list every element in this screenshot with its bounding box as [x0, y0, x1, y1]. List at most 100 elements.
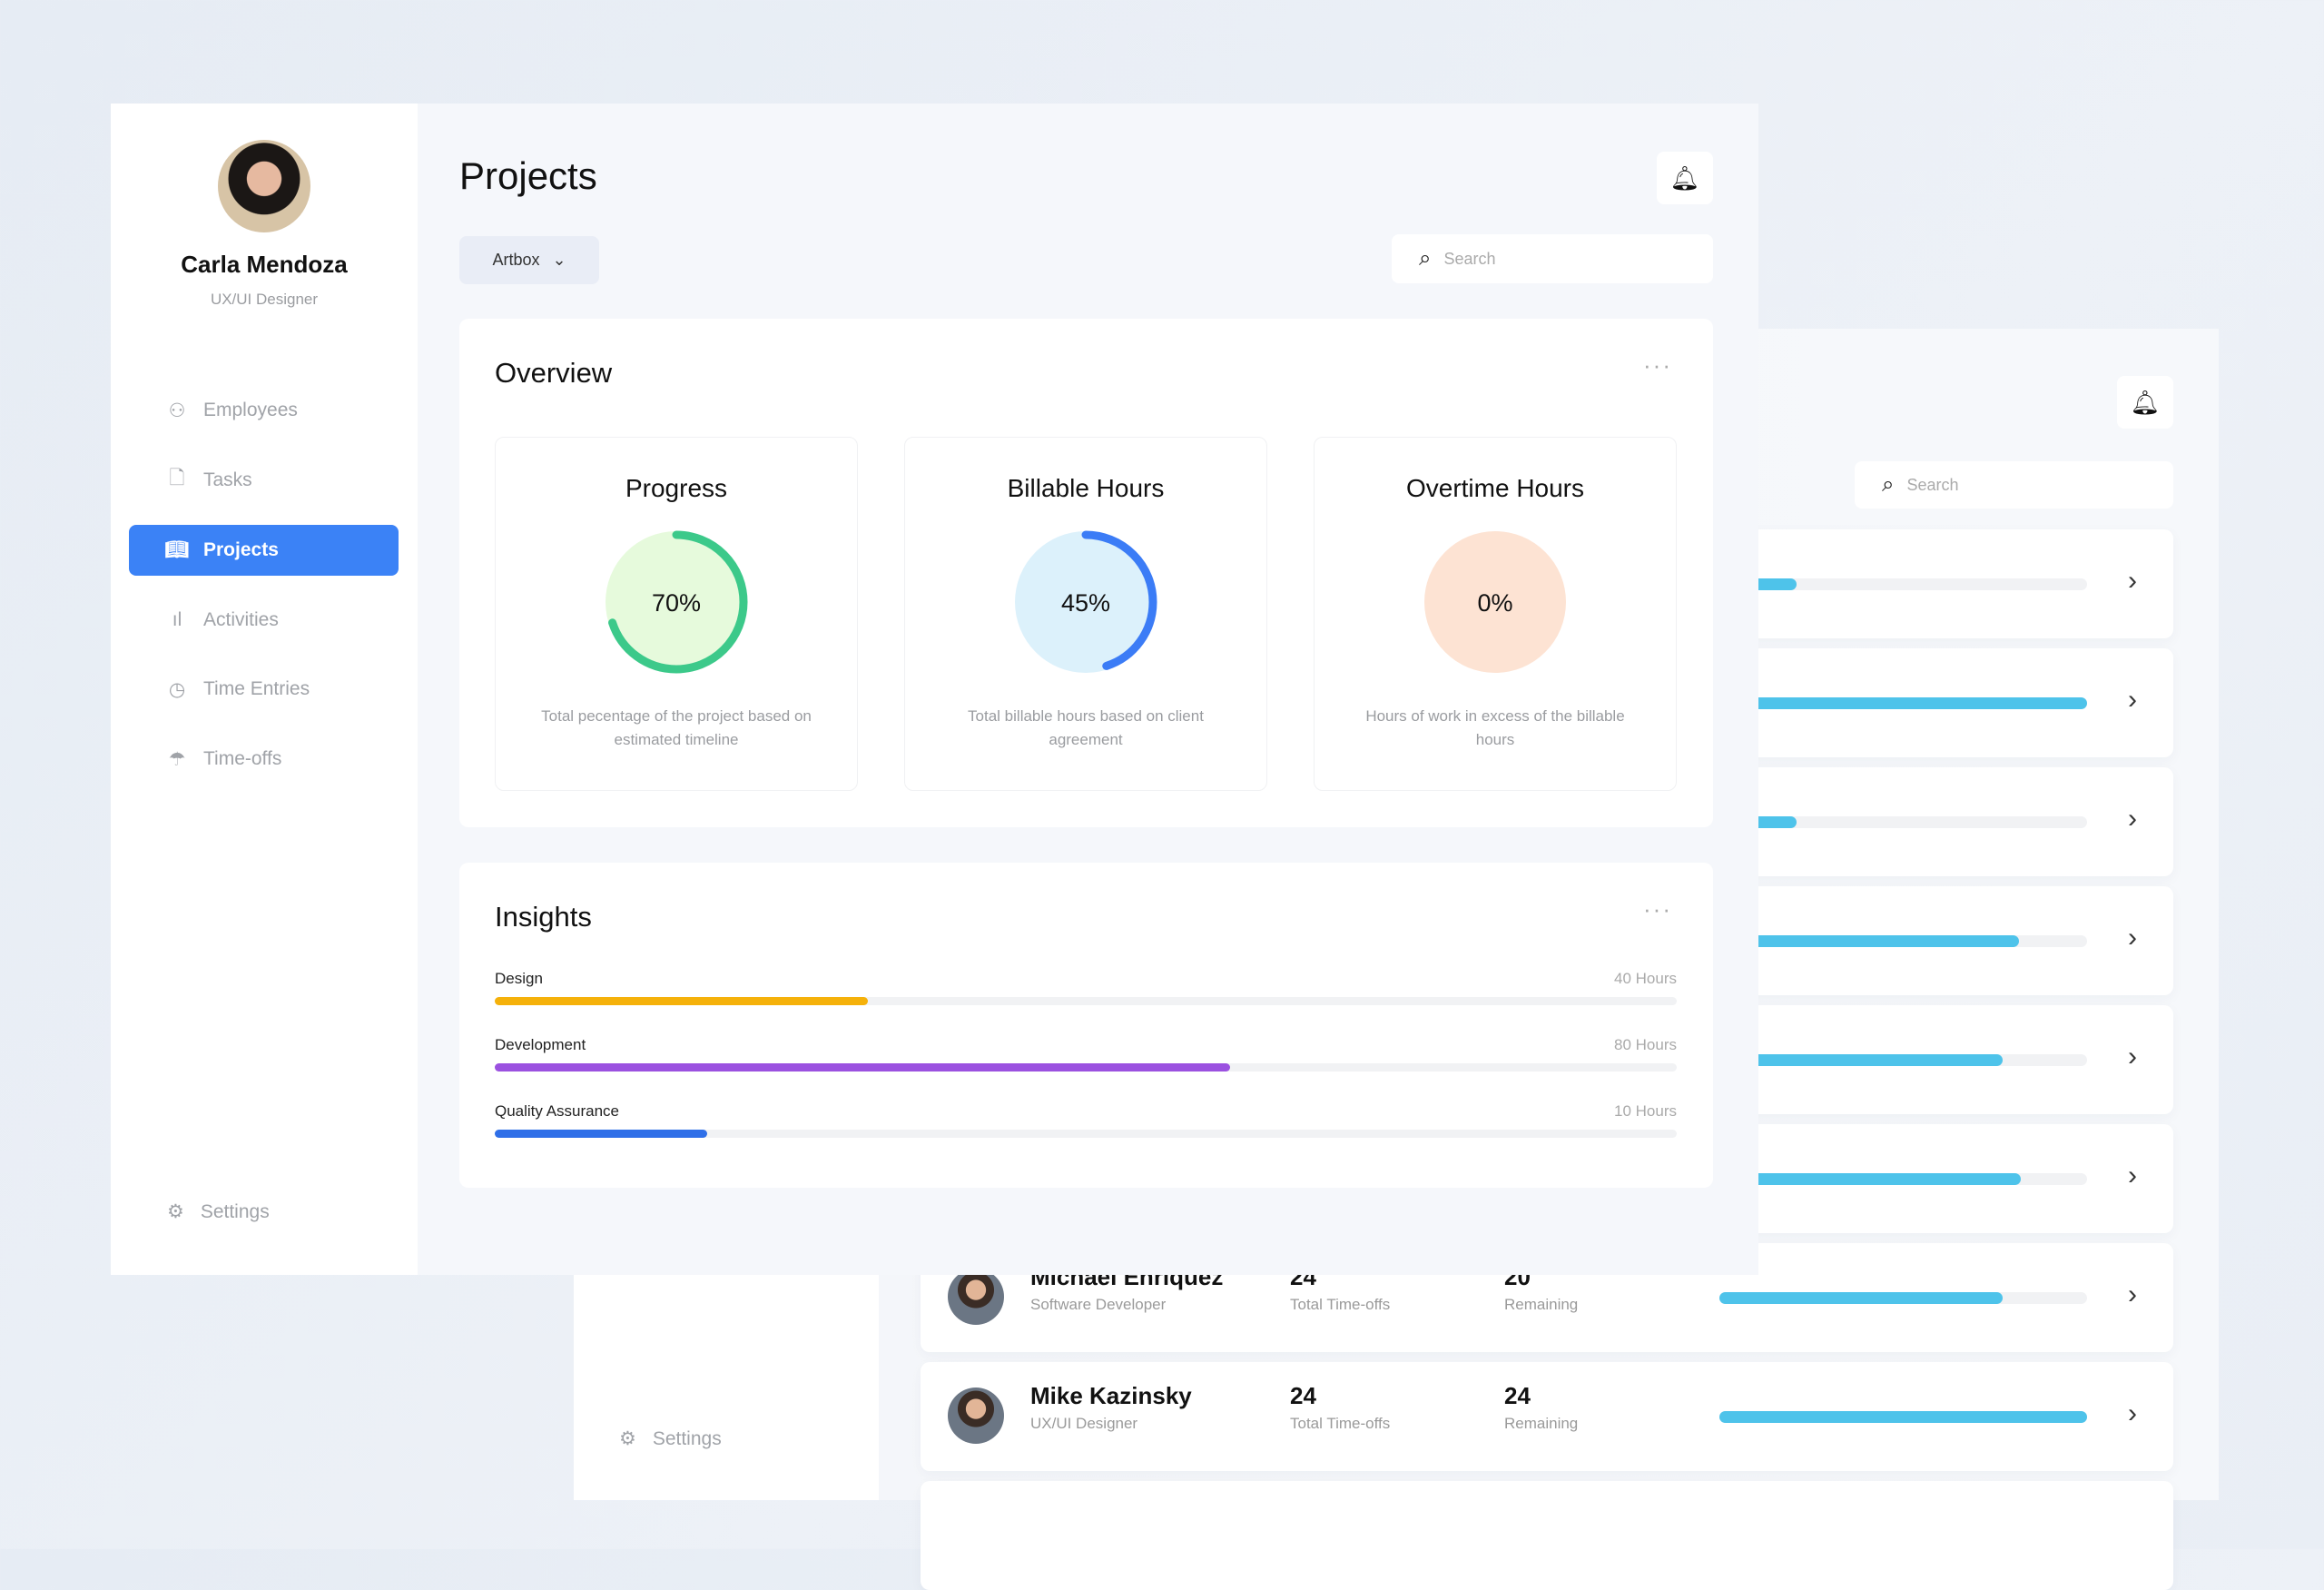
back-notification-button[interactable]: 🔔︎: [2117, 376, 2173, 429]
avatar: [948, 1388, 1004, 1444]
bar-chart-icon: ıl: [172, 609, 182, 630]
donut-value: 45%: [1061, 589, 1110, 617]
clock-icon: ◷: [168, 678, 186, 700]
donut-value: 0%: [1477, 589, 1512, 617]
remaining: 24: [1504, 1382, 1531, 1409]
donut-value: 70%: [652, 589, 701, 617]
sidebar: Carla Mendoza UX/UI Designer ⚇ Employees 🗋…: [111, 104, 418, 1275]
sidebar-item-employees[interactable]: ⚇ Employees: [168, 400, 298, 421]
stat-title: Overtime Hours: [1405, 474, 1585, 502]
overview-card: Overview ··· Progress 70% Total pecentage …: [459, 319, 1713, 827]
insight-row: Development 80 Hours: [495, 1036, 1677, 1072]
chevron-right-icon[interactable]: ›: [2128, 1042, 2137, 1072]
donut-chart: 70%: [605, 530, 748, 674]
donut-chart: 45%: [1014, 530, 1157, 674]
more-options-icon[interactable]: ···: [1643, 895, 1672, 923]
more-options-icon[interactable]: ···: [1643, 351, 1672, 379]
insight-track: [495, 1130, 1677, 1138]
stat-title: Billable Hours: [1007, 474, 1165, 502]
user-role: UX/UI Designer: [210, 291, 319, 308]
chevron-right-icon[interactable]: ›: [2128, 804, 2137, 834]
insight-row: Design 40 Hours: [495, 970, 1677, 1005]
timeoff-progress: [1719, 1173, 2087, 1185]
search-icon: ⌕: [1419, 246, 1432, 271]
sidebar-item-time-entries[interactable]: ◷ Time Entries: [168, 678, 310, 700]
chevron-right-icon[interactable]: ›: [2128, 923, 2137, 953]
sidebar-item-tasks[interactable]: 🗋︎ Tasks: [129, 455, 399, 506]
back-settings[interactable]: ⚙ Settings: [619, 1427, 722, 1450]
stat-title: Progress: [625, 474, 728, 502]
stat-description: Hours of work in excess of the billable …: [1365, 707, 1625, 748]
timeoff-progress: [1719, 816, 2087, 828]
donut-background: [606, 531, 747, 673]
timeoff-progress: [1719, 1292, 2087, 1304]
chevron-right-icon[interactable]: ›: [2128, 1398, 2137, 1428]
timeoff-progress: [1719, 578, 2087, 590]
donut-chart: 0%: [1424, 531, 1566, 673]
employee-role: UX/UI Designer: [1030, 1415, 1138, 1432]
search-icon: ⌕: [1882, 472, 1895, 497]
employee-name: Mike Kazinsky: [1030, 1382, 1192, 1409]
projects-window: Carla Mendoza UX/UI Designer ⚇ Employees 🗋…: [111, 104, 1758, 1275]
insight-fill: [495, 1063, 1230, 1072]
timeoff-progress: [1719, 697, 2087, 709]
insight-fill: [495, 997, 869, 1005]
gear-icon: ⚙: [619, 1428, 636, 1449]
insight-track: [495, 1063, 1677, 1072]
progress-fill: [1719, 1173, 2022, 1185]
book-icon: 📖︎: [164, 539, 190, 560]
sidebar-item-activities[interactable]: ıl Activities: [129, 595, 399, 646]
back-search-input[interactable]: ⌕ Search: [1855, 461, 2173, 509]
page-title: Projects: [459, 154, 597, 197]
insight-label: Development: [495, 1036, 586, 1053]
insight-hours: 40 Hours: [1614, 970, 1677, 987]
progress-fill: [1719, 1292, 2003, 1304]
bell-icon: 🔔︎: [1669, 163, 1700, 192]
donut-background: [1424, 531, 1566, 673]
users-icon: ⚇: [168, 400, 186, 421]
donut-arc: [605, 530, 748, 674]
stat-description: Total pecentage of the project based on …: [541, 707, 812, 748]
employee-row[interactable]: [921, 1481, 2173, 1590]
insight-label: Design: [495, 970, 543, 987]
bell-icon: 🔔︎: [2130, 388, 2161, 416]
insight-hours: 10 Hours: [1614, 1102, 1677, 1120]
employee-role: Software Developer: [1030, 1296, 1167, 1313]
insight-track: [495, 997, 1677, 1005]
insight-hours: 80 Hours: [1614, 1036, 1677, 1053]
search-input[interactable]: ⌕ Search: [1392, 234, 1713, 283]
total-timeoffs-label: Total Time-offs: [1290, 1296, 1391, 1313]
progress-fill: [1719, 1411, 2087, 1423]
chevron-down-icon: ⌄: [552, 251, 566, 269]
sidebar-item-time-offs[interactable]: ☂ Time-offs: [168, 748, 282, 770]
chevron-right-icon[interactable]: ›: [2128, 1160, 2137, 1190]
stat-card: Overtime Hours 0% Hours of work in excess …: [1314, 437, 1677, 791]
stat-card: Billable Hours 45% Total billable hours ba…: [904, 437, 1267, 791]
total-timeoffs-label: Total Time-offs: [1290, 1415, 1391, 1432]
remaining-label: Remaining: [1504, 1296, 1579, 1313]
settings-link[interactable]: ⚙ Settings: [167, 1200, 270, 1223]
avatar: [218, 140, 310, 232]
progress-fill: [1719, 1054, 2003, 1066]
project-select[interactable]: Artbox ⌄: [459, 236, 599, 284]
insight-label: Quality Assurance: [495, 1102, 620, 1120]
timeoff-progress: [1719, 935, 2087, 947]
avatar: [948, 1269, 1004, 1325]
gear-icon: ⚙: [167, 1201, 184, 1222]
insight-fill: [495, 1130, 708, 1138]
stat-card: Progress 70% Total pecentage of the projec…: [495, 437, 858, 791]
chevron-right-icon[interactable]: ›: [2128, 685, 2137, 715]
insight-row: Quality Assurance 10 Hours: [495, 1102, 1677, 1138]
chevron-right-icon[interactable]: ›: [2128, 566, 2137, 596]
notification-button[interactable]: 🔔︎: [1657, 152, 1713, 204]
overview-title: Overview: [495, 357, 613, 389]
user-name: Carla Mendoza: [181, 251, 348, 278]
timeoff-progress: [1719, 1054, 2087, 1066]
sidebar-item-projects[interactable]: 📖︎ Projects: [129, 525, 399, 576]
progress-fill: [1719, 935, 2020, 947]
employee-row[interactable]: Mike Kazinsky UX/UI Designer 24 Total Time-…: [921, 1362, 2173, 1471]
chevron-right-icon[interactable]: ›: [2128, 1279, 2137, 1309]
stat-description: Total billable hours based on client agr…: [968, 707, 1204, 748]
donut-arc: [1014, 530, 1157, 674]
document-icon: 🗋︎: [169, 467, 185, 489]
